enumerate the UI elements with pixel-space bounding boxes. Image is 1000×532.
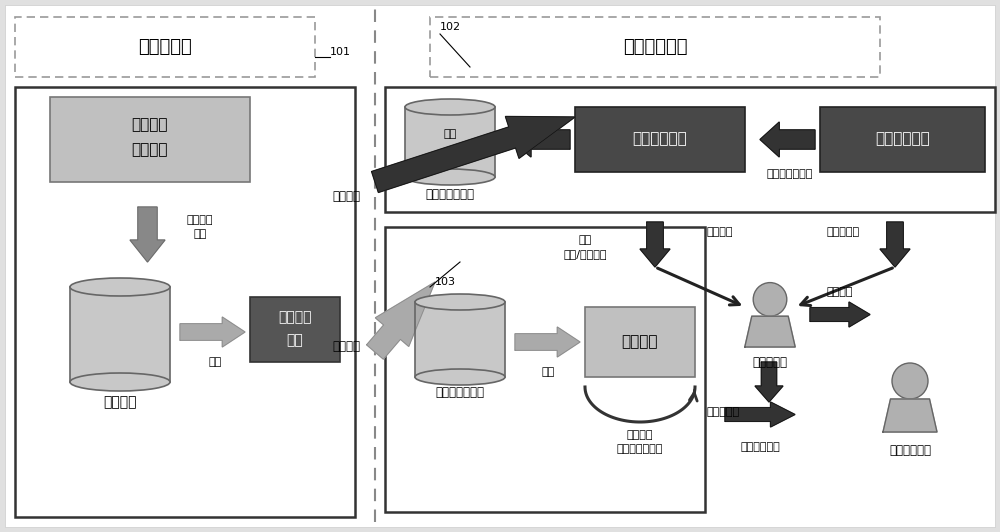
Bar	[385, 227, 705, 512]
Text: 数据仓库: 数据仓库	[103, 395, 137, 409]
Text: 读取: 读取	[208, 357, 222, 367]
Text: 业务终端用户: 业务终端用户	[889, 444, 931, 456]
Bar	[385, 87, 995, 212]
Text: 读取: 读取	[541, 367, 555, 377]
Polygon shape	[130, 207, 165, 262]
Polygon shape	[880, 222, 910, 267]
Text: 数据同步
任务: 数据同步 任务	[278, 311, 312, 347]
Bar	[70, 287, 170, 382]
Bar	[50, 97, 250, 182]
Bar	[15, 17, 315, 77]
Polygon shape	[510, 122, 570, 157]
Text: 同步监控点信息: 同步监控点信息	[767, 169, 813, 179]
Ellipse shape	[415, 369, 505, 385]
Text: 录入监控点: 录入监控点	[827, 227, 860, 237]
Text: 数据监控服务: 数据监控服务	[633, 131, 687, 146]
Text: 业务负责人: 业务负责人	[753, 355, 788, 369]
Text: 监控: 监控	[443, 129, 457, 139]
Polygon shape	[883, 399, 937, 432]
Text: 写入业务
数据: 写入业务 数据	[187, 214, 213, 239]
Text: 监控管理系统: 监控管理系统	[876, 131, 930, 146]
Ellipse shape	[70, 373, 170, 391]
Bar	[430, 17, 880, 77]
Ellipse shape	[70, 278, 170, 296]
Polygon shape	[640, 222, 670, 267]
Text: 大数据平台: 大数据平台	[138, 38, 192, 56]
Text: 数据缺失
业务侧处理逻辑: 数据缺失 业务侧处理逻辑	[617, 430, 663, 454]
Text: 业务应用数据库: 业务应用数据库	[436, 386, 484, 398]
Circle shape	[892, 363, 928, 399]
Ellipse shape	[405, 169, 495, 185]
Text: 报警信息: 报警信息	[707, 227, 733, 237]
Text: 103: 103	[435, 277, 456, 287]
Polygon shape	[745, 316, 795, 347]
Polygon shape	[810, 302, 870, 327]
Polygon shape	[725, 402, 795, 427]
Bar	[405, 107, 495, 177]
Text: 自定义处理: 自定义处理	[707, 407, 740, 417]
Bar	[15, 87, 355, 517]
Text: 数据缺失公告: 数据缺失公告	[740, 442, 780, 452]
Text: 业务应用系统: 业务应用系统	[623, 38, 687, 56]
Text: 状态同步: 状态同步	[332, 190, 360, 204]
Text: 101: 101	[330, 47, 351, 57]
Polygon shape	[515, 327, 580, 357]
Circle shape	[753, 282, 787, 316]
Bar	[820, 107, 985, 172]
Bar	[415, 302, 505, 377]
Text: 监控系统数据库: 监控系统数据库	[426, 187, 475, 201]
Text: 安抚用户: 安抚用户	[827, 287, 853, 297]
Polygon shape	[760, 122, 815, 157]
Text: 业务系统: 业务系统	[622, 335, 658, 350]
Ellipse shape	[415, 294, 505, 310]
Text: 数据分析
计算任务: 数据分析 计算任务	[132, 117, 168, 157]
Ellipse shape	[405, 99, 495, 115]
Polygon shape	[372, 117, 575, 193]
Bar	[575, 107, 745, 172]
Text: 102: 102	[440, 22, 461, 32]
Bar	[250, 297, 340, 362]
Polygon shape	[755, 362, 783, 402]
Polygon shape	[367, 282, 435, 359]
Text: 数据
缺失/恢复通知: 数据 缺失/恢复通知	[563, 235, 607, 259]
Polygon shape	[180, 317, 245, 347]
Bar	[585, 307, 695, 377]
Text: 数据同步: 数据同步	[332, 340, 360, 353]
